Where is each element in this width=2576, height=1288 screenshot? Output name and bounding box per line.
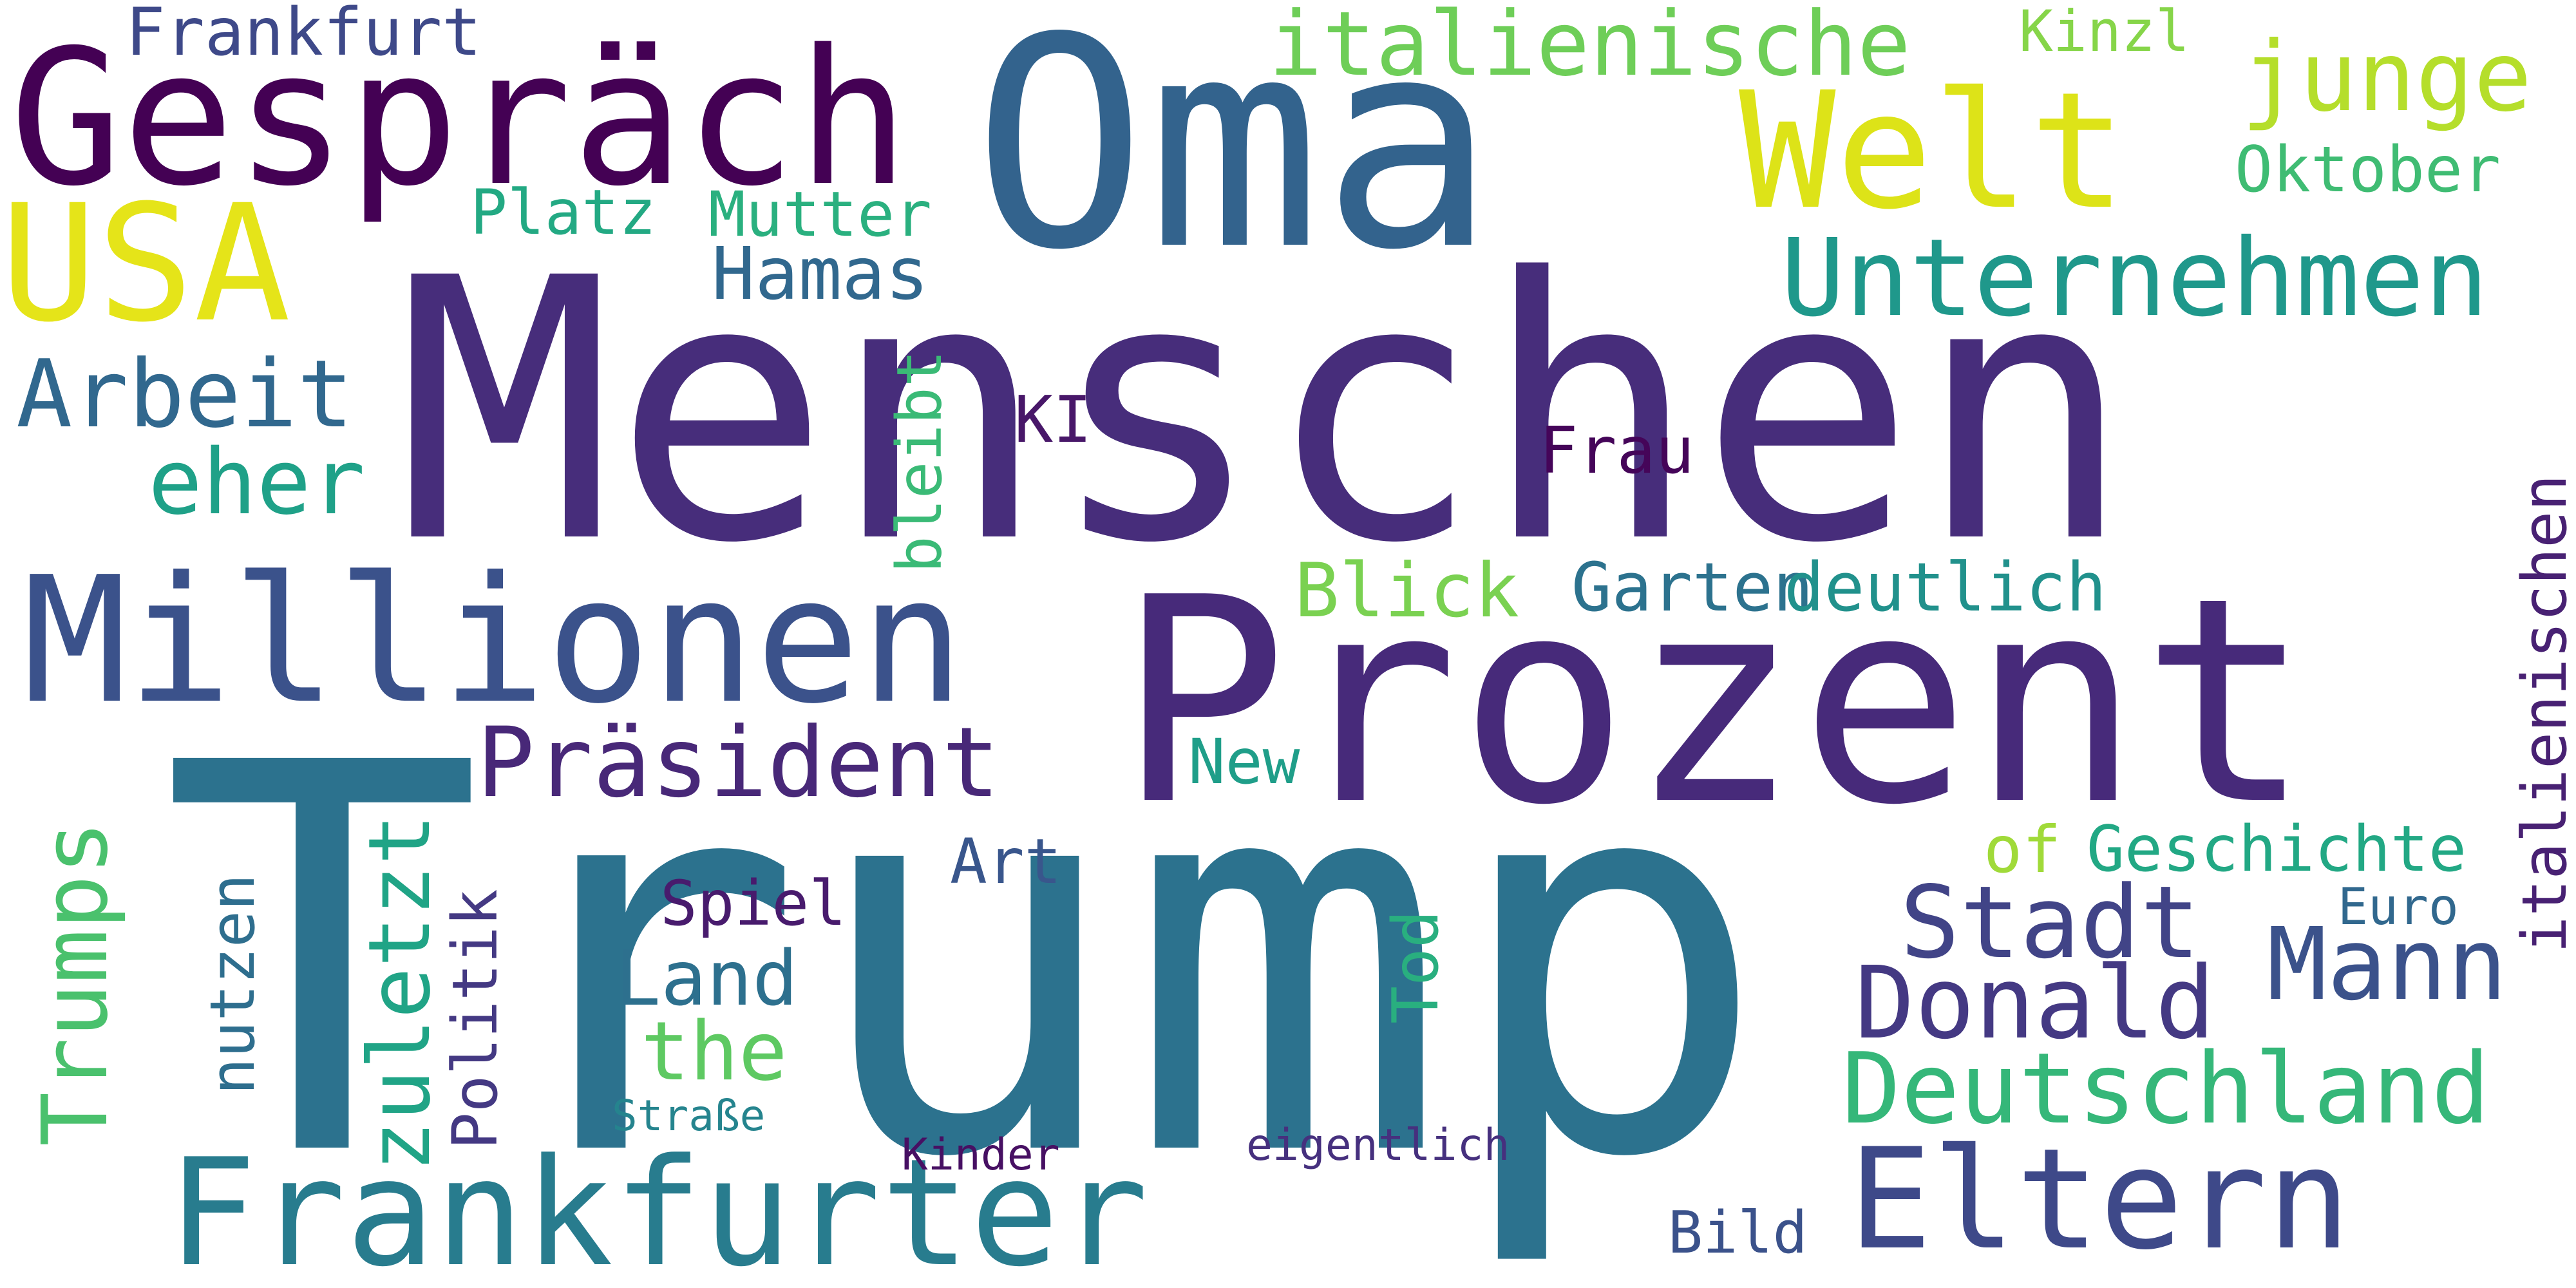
word-platz: Platz bbox=[470, 176, 656, 249]
word-welt: Welt bbox=[1739, 57, 2127, 245]
word-art: Art bbox=[950, 826, 1062, 898]
word-nutzen: nutzen bbox=[198, 873, 269, 1095]
word-mann: Mann bbox=[2267, 906, 2508, 1023]
word-euro: Euro bbox=[2338, 878, 2459, 936]
word-blick: Blick bbox=[1294, 547, 1520, 634]
word-arbeit: Arbeit bbox=[16, 340, 354, 449]
word-millionen: Millionen bbox=[23, 539, 965, 742]
word-strasse: Straße bbox=[612, 1091, 766, 1141]
word-zuletzt: zuletzt bbox=[350, 813, 450, 1172]
word-eigentlich: eigentlich bbox=[1246, 1120, 1510, 1171]
word-donald: Donald bbox=[1855, 945, 2215, 1061]
word-ki: KI bbox=[1014, 382, 1092, 457]
word-deutschland: Deutschland bbox=[1842, 1032, 2490, 1146]
word-new: New bbox=[1188, 726, 1300, 798]
word-gespraech: Gespräch bbox=[10, 10, 909, 227]
word-trumps: Trumps bbox=[23, 820, 128, 1146]
word-kinder: Kinder bbox=[902, 1130, 1060, 1180]
word-mutter: Mutter bbox=[708, 178, 932, 251]
word-hamas: Hamas bbox=[712, 232, 929, 316]
word-eltern: Eltern bbox=[1848, 1119, 2351, 1280]
word-unternehmen: Unternehmen bbox=[1781, 216, 2489, 341]
word-junge: junge bbox=[2241, 21, 2532, 133]
word-italienischen: italienischen bbox=[2510, 474, 2576, 953]
word-deutlich: deutlich bbox=[1784, 548, 2107, 627]
word-stadt: Stadt bbox=[1900, 864, 2201, 981]
word-land: Land bbox=[615, 934, 799, 1023]
word-frankfurt: Frankfurt bbox=[126, 0, 482, 71]
word-kinzl: Kinzl bbox=[2019, 0, 2190, 64]
word-oma: Oma bbox=[972, 0, 1496, 314]
word-eher: eher bbox=[148, 430, 366, 535]
word-bild: Bild bbox=[1668, 1199, 1808, 1267]
word-of: of bbox=[1984, 812, 2061, 887]
word-garten: Garten bbox=[1571, 548, 1814, 627]
word-the: the bbox=[641, 1004, 788, 1099]
word-menschen: Menschen bbox=[396, 202, 2134, 622]
word-prozent: Prozent bbox=[1117, 537, 2312, 867]
word-praesident: Präsident bbox=[477, 707, 1000, 819]
word-frau: Frau bbox=[1539, 413, 1694, 488]
word-geschichte: Geschichte bbox=[2087, 813, 2467, 886]
word-oktober: Oktober bbox=[2235, 133, 2501, 207]
word-usa: USA bbox=[0, 170, 291, 357]
word-spiel: Spiel bbox=[660, 867, 846, 940]
word-italienische: italienische bbox=[1269, 0, 1911, 96]
word-trump: Trump bbox=[161, 652, 1770, 1274]
word-frankfurter: Frankfurter bbox=[167, 1128, 1149, 1288]
word-politik: Politik bbox=[439, 889, 511, 1150]
word-bleibt: bleibt bbox=[884, 350, 956, 573]
word-tod: Tod bbox=[1379, 909, 1453, 1024]
